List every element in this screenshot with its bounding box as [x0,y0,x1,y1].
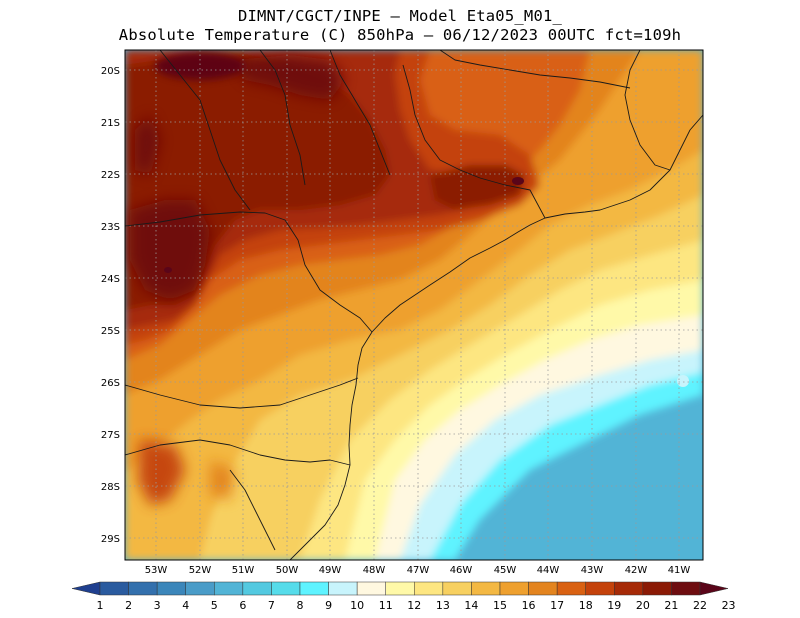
lat-label: 29S [101,534,120,545]
colorbar-swatch [385,581,415,596]
colorbar-label: 16 [522,599,536,612]
lat-label: 27S [101,430,120,441]
colorbar-label: 15 [493,599,507,612]
colorbar-swatch [671,581,701,596]
colorbar: 1 2 3 4 5 6 7 8 9 10 11 12 13 14 15 16 17 18 19 20 21 22 23 [71,581,736,612]
colorbar-label: 4 [182,599,189,612]
lon-label: 52W [189,565,212,576]
lat-label: 28S [101,482,120,493]
colorbar-swatch [499,581,529,596]
lon-label: 49W [319,565,342,576]
colorbar-label: 13 [436,599,450,612]
colorbar-swatch [585,581,615,596]
longitude-axis: 53W 52W 51W 50W 49W 48W 47W 46W 45W 44W … [145,565,691,576]
colorbar-swatch [471,581,501,596]
colorbar-label: 10 [350,599,364,612]
lon-label: 51W [232,565,255,576]
colorbar-label: 5 [211,599,218,612]
colorbar-label: 7 [268,599,275,612]
lon-label: 41W [668,565,691,576]
colorbar-swatch [556,581,586,596]
lon-label: 48W [363,565,386,576]
colorbar-label: 6 [239,599,246,612]
coastline-and-borders [125,50,703,560]
colorbar-label: 18 [579,599,593,612]
lat-label: 20S [101,66,120,77]
colorbar-label: 14 [464,599,478,612]
colorbar-swatch [242,581,272,596]
colorbar-label: 2 [125,599,132,612]
lon-label: 46W [450,565,473,576]
colorbar-swatch [185,581,215,596]
lat-lon-grid [125,50,703,560]
lon-label: 53W [145,565,168,576]
map-title-line-2: Absolute Temperature (C) 850hPa – 06/12/… [118,26,682,44]
lon-label: 50W [276,565,299,576]
lon-label: 47W [407,565,430,576]
colorbar-swatch [528,581,558,596]
colorbar-swatch [99,581,129,596]
colorbar-label: 19 [607,599,621,612]
colorbar-label: 21 [664,599,678,612]
colorbar-swatch [414,581,444,596]
colorbar-label: 11 [379,599,393,612]
lon-label: 42W [625,565,648,576]
colorbar-swatch [614,581,644,596]
lon-label: 43W [581,565,604,576]
colorbar-swatch [442,581,472,596]
colorbar-label: 12 [407,599,421,612]
colorbar-arrow-high [699,581,729,596]
temperature-field [125,50,703,560]
colorbar-swatch [328,581,358,596]
colorbar-swatch [356,581,386,596]
colorbar-label: 3 [154,599,161,612]
colorbar-swatch [128,581,158,596]
colorbar-arrow-low [71,581,101,596]
colorbar-label: 23 [722,599,736,612]
lat-label: 21S [101,118,120,129]
colorbar-swatch [299,581,329,596]
colorbar-swatch [156,581,186,596]
colorbar-label: 17 [550,599,564,612]
colorbar-swatch [271,581,301,596]
lat-label: 26S [101,378,120,389]
colorbar-swatch [214,581,244,596]
lat-label: 24S [101,274,120,285]
lat-label: 25S [101,326,120,337]
map-title-line-1: DIMNT/CGCT/INPE – Model Eta05_M01_ [237,7,563,25]
lon-label: 45W [494,565,517,576]
lat-label: 22S [101,170,120,181]
colorbar-swatch [642,581,672,596]
colorbar-label: 9 [325,599,332,612]
plot-frame [124,49,704,561]
colorbar-label: 1 [97,599,104,612]
lon-label: 44W [537,565,560,576]
colorbar-label: 8 [297,599,304,612]
latitude-axis: 20S 21S 22S 23S 24S 25S 26S 27S 28S 29S [101,66,120,545]
colorbar-label: 20 [636,599,650,612]
colorbar-label: 22 [693,599,707,612]
lat-label: 23S [101,222,120,233]
